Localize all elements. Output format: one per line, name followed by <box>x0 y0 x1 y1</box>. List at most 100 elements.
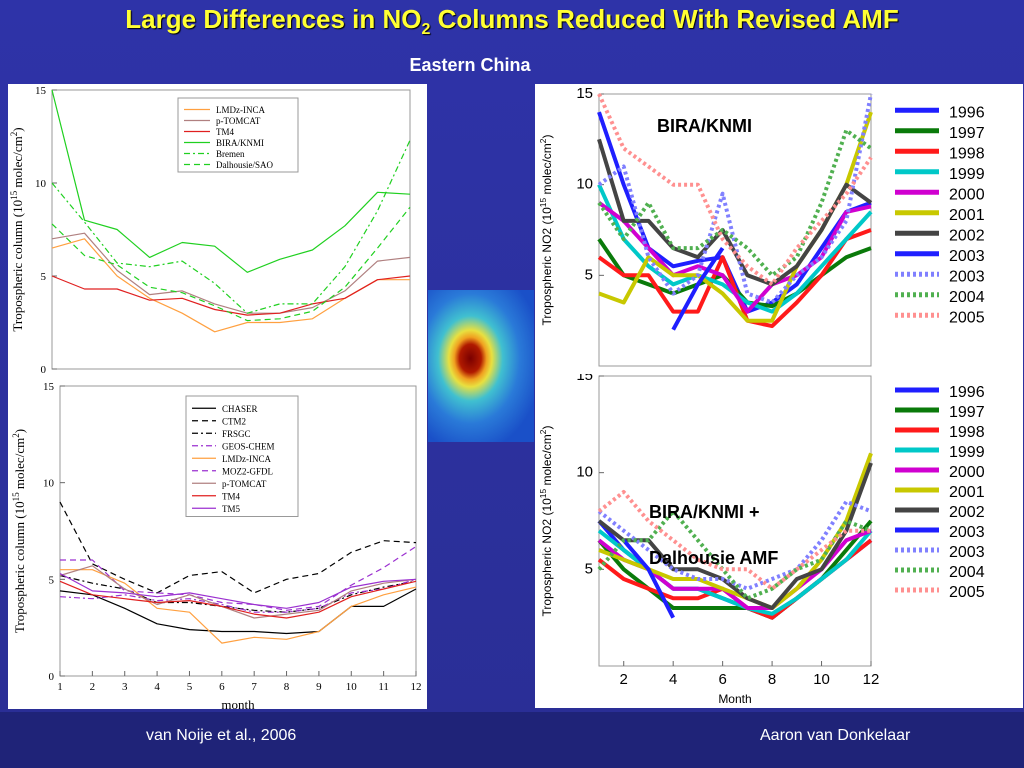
series-line-lmdz-inca <box>60 569 417 644</box>
series-line-p-tomcat <box>59 565 417 619</box>
series-line-tm5 <box>59 572 417 609</box>
legend-label: 1996 <box>949 104 985 121</box>
legend-label: 1997 <box>949 125 985 142</box>
legend-box <box>185 395 299 517</box>
legend-label: 2002 <box>949 504 985 521</box>
legend-label: MOZ2-GFDL <box>222 466 273 476</box>
series-line-2004 <box>597 509 872 601</box>
x-axis-label: Month <box>718 692 751 706</box>
y-axis-label: Tropospheric NO2 (1015 molec/cm2) <box>538 426 554 617</box>
x-tick-label: 12 <box>863 671 880 688</box>
x-tick-label: 8 <box>284 681 290 693</box>
y-tick-label: 5 <box>585 266 593 283</box>
x-tick-label: 4 <box>669 671 677 688</box>
legend-label: CHASER <box>222 404 258 414</box>
series-line-bremen <box>51 139 411 314</box>
series-line-geos-chem <box>59 578 417 613</box>
chart-annotation-line1: BIRA/KNMI + <box>649 502 760 522</box>
y-tick-label: 10 <box>43 478 55 490</box>
y-tick-label: 5 <box>585 560 593 577</box>
x-tick-label: 11 <box>378 681 389 693</box>
x-tick-label: 2 <box>620 671 628 688</box>
plot-frame <box>51 89 411 370</box>
chart-top-left: 0 5 10 15 Tropospheric column (1015 molec/cm… <box>9 85 411 376</box>
series-line-dalhousie-sao <box>51 206 411 322</box>
series-line-tm4 <box>59 580 417 619</box>
x-tick-label: 9 <box>316 681 322 693</box>
chart-annotation: BIRA/KNMI <box>657 116 752 136</box>
legend-label: 2003 <box>949 524 985 541</box>
series-line-2003 <box>597 499 872 591</box>
series-line-2005 <box>597 93 873 287</box>
x-axis-label: month <box>221 697 255 709</box>
x-tick-label: 7 <box>251 681 257 693</box>
series-line-bira-knmi <box>51 89 411 273</box>
series-line-frsgc <box>59 574 417 613</box>
slide-title: Large Differences in NO2 Columns Reduced… <box>125 4 899 39</box>
series-line-lmdz-inca <box>51 238 410 333</box>
series-line-chaser <box>59 588 417 635</box>
legend-label: 2001 <box>949 207 985 224</box>
x-tick-label: 6 <box>718 671 726 688</box>
x-tick-label: 6 <box>219 681 225 693</box>
y-tick-label: 10 <box>576 176 593 193</box>
legend-label: TM5 <box>222 504 241 514</box>
legend-box <box>177 97 299 173</box>
y-axis-label: Tropospheric column (1015 molec/cm2) <box>11 429 27 633</box>
y-tick-label: 10 <box>576 464 593 481</box>
legend-label: 2002 <box>949 227 985 244</box>
legend-label: 2004 <box>949 564 985 581</box>
legend-label: TM4 <box>216 127 235 137</box>
y-tick-label: 15 <box>43 382 55 393</box>
footer-citation: van Noije et al., 2006 <box>146 727 297 744</box>
footer-author: Aaron van Donkelaar <box>760 727 911 744</box>
legend-label: 2003 <box>949 268 985 285</box>
legend-label: LMDz-INCA <box>216 105 265 115</box>
series-line-ctm2 <box>59 501 417 594</box>
plot-frame <box>59 385 417 677</box>
slide-subtitle: Eastern China <box>409 55 531 75</box>
series-line-2003 <box>622 539 675 619</box>
y-tick-label: 0 <box>41 364 47 376</box>
legend-label: 2000 <box>949 186 985 203</box>
x-tick-label: 4 <box>154 681 160 693</box>
chart-panel-bottom-left: 0 5 10 15 1 2 3 4 5 6 7 8 9 10 11 12 month Tropospheric c… <box>8 381 427 712</box>
x-tick-label: 2 <box>90 681 96 693</box>
legend-label: 2004 <box>949 289 985 306</box>
legend-label: 2003 <box>949 248 985 265</box>
legend-label: 2003 <box>949 544 985 561</box>
chart-annotation-line2: Dalhousie AMF <box>649 548 778 568</box>
legend-label: 1997 <box>949 404 985 421</box>
x-tick-label: 12 <box>411 681 422 693</box>
legend-label: 2005 <box>949 584 985 601</box>
x-tick-label: 5 <box>187 681 193 693</box>
legend-label: TM4 <box>222 491 241 501</box>
legend-label: 1999 <box>949 166 985 183</box>
x-tick-label: 10 <box>813 671 830 688</box>
legend-label: BIRA/KNMI <box>216 138 264 148</box>
legend-label: GEOS-CHEM <box>222 441 275 451</box>
legend-label: 1999 <box>949 444 985 461</box>
series-line-2005 <box>597 490 871 591</box>
legend-label: p-TOMCAT <box>222 479 267 489</box>
series-line-2002 <box>597 462 873 610</box>
chart-panel-top-left: 0 5 10 15 Tropospheric column (1015 molec/cm… <box>8 84 427 382</box>
legend-label: 2001 <box>949 484 985 501</box>
satellite-map-image <box>428 290 534 442</box>
y-tick-label: 15 <box>35 85 47 97</box>
x-tick-label: 8 <box>768 671 776 688</box>
y-tick-label: 15 <box>576 85 593 102</box>
y-axis-label: Tropospheric column (1015 molec/cm2) <box>9 127 25 331</box>
series-line-moz2-gfdl <box>60 545 417 611</box>
x-tick-label: 1 <box>57 681 63 693</box>
chart-right-bottom: 5 10 15 2 4 6 8 10 12 Month Tropospheric NO2 (1015… <box>538 374 1015 706</box>
legend-label: Bremen <box>216 149 245 159</box>
legend-label: FRSGC <box>222 429 251 439</box>
y-tick-label: 5 <box>41 271 47 283</box>
legend-label: 1996 <box>949 384 985 401</box>
x-tick-label: 10 <box>346 681 358 693</box>
series-line-1998 <box>597 228 872 329</box>
legend-label: 1998 <box>949 424 985 441</box>
